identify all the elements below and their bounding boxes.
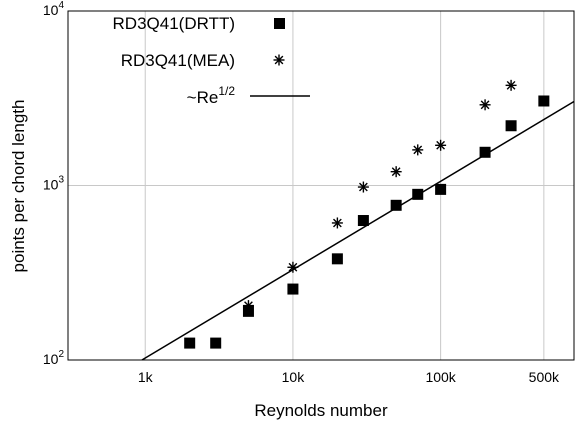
y-tick-label: 102 xyxy=(43,349,65,367)
x-axis-label: Reynolds number xyxy=(254,401,388,420)
mea-point xyxy=(412,144,424,156)
mea-point xyxy=(505,79,517,91)
drtt-point xyxy=(435,183,447,195)
legend-item-mea: RD3Q41(MEA) xyxy=(121,51,285,70)
fit-line-group xyxy=(141,100,575,361)
legend-label-fit-base: ~Re xyxy=(187,88,219,107)
drtt-point xyxy=(210,337,222,349)
legend-item-fit: ~Re1/2 xyxy=(187,84,310,107)
drtt-point xyxy=(505,120,517,132)
drtt-point xyxy=(331,253,343,265)
x-tick-label: 100k xyxy=(425,369,456,385)
drtt-point xyxy=(479,146,491,158)
drtt-point xyxy=(538,95,550,107)
fit-line xyxy=(141,100,575,361)
legend-label-fit: ~Re1/2 xyxy=(187,84,236,107)
drtt-point xyxy=(412,188,424,200)
tick-labels: 1k 10k 100k 500k 102 103 104 xyxy=(43,0,560,385)
legend-square-marker xyxy=(274,18,285,29)
y-tick-label: 104 xyxy=(43,0,65,18)
drtt-point xyxy=(184,337,196,349)
x-tick-label: 10k xyxy=(282,369,306,385)
drtt-point xyxy=(357,215,369,227)
x-tick-label: 500k xyxy=(529,369,560,385)
legend-asterisk-marker xyxy=(273,54,285,66)
legend-label-drtt: RD3Q41(DRTT) xyxy=(113,14,235,33)
legend-label-mea: RD3Q41(MEA) xyxy=(121,51,235,70)
drtt-point xyxy=(390,199,402,211)
mea-point xyxy=(479,99,491,111)
mea-point xyxy=(357,181,369,193)
legend-label-fit-exp: 1/2 xyxy=(218,84,235,98)
legend: RD3Q41(DRTT) RD3Q41(MEA) ~Re1/2 xyxy=(113,14,310,107)
mea-point xyxy=(287,261,299,273)
mea-point xyxy=(435,139,447,151)
mea-point xyxy=(242,300,254,312)
x-tick-label: 1k xyxy=(138,369,154,385)
y-tick-label: 103 xyxy=(43,175,65,193)
plot-frame xyxy=(67,10,575,361)
mea-point xyxy=(331,217,343,229)
drtt-point xyxy=(242,305,254,317)
drtt-point xyxy=(287,283,299,295)
legend-item-drtt: RD3Q41(DRTT) xyxy=(113,14,285,33)
data-points xyxy=(184,79,550,349)
legend-asterisk-glyph xyxy=(273,54,285,66)
y-axis-label: points per chord length xyxy=(9,100,28,273)
mea-point xyxy=(390,166,402,178)
